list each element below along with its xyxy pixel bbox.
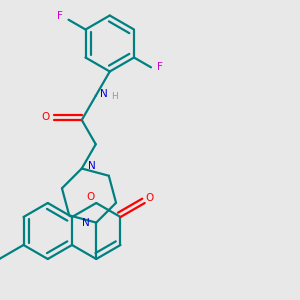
Text: O: O bbox=[146, 193, 154, 203]
Text: H: H bbox=[111, 92, 118, 101]
Text: N: N bbox=[82, 218, 90, 228]
Text: F: F bbox=[157, 62, 163, 72]
Text: O: O bbox=[86, 192, 94, 202]
Text: N: N bbox=[100, 89, 108, 99]
Text: N: N bbox=[88, 160, 96, 170]
Text: O: O bbox=[42, 112, 50, 122]
Text: F: F bbox=[57, 11, 62, 21]
